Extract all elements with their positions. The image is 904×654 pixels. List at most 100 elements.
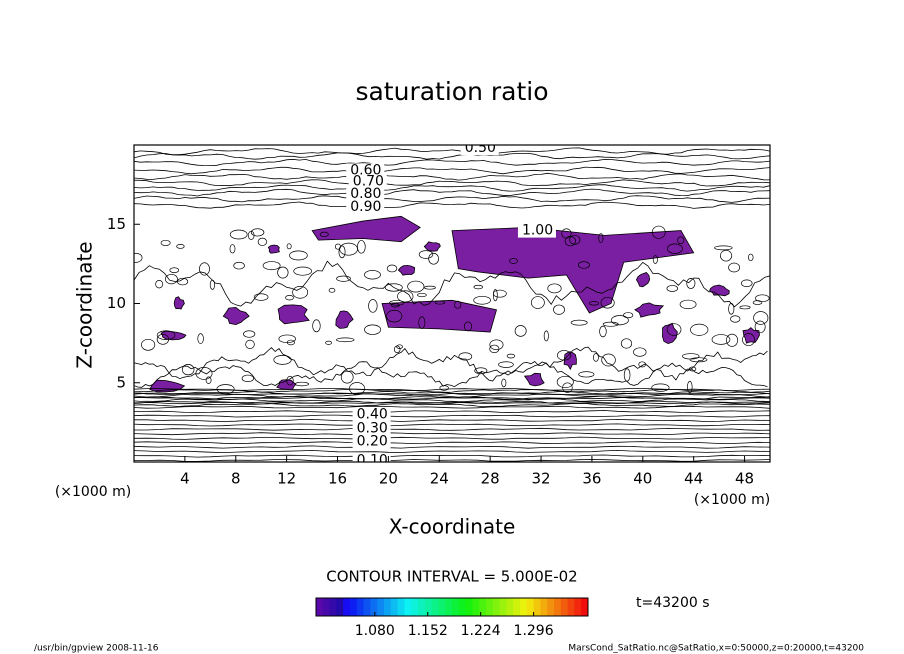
shaded-region [742, 327, 760, 344]
contour-line [312, 319, 321, 333]
contour-label: 0.90 [350, 199, 381, 215]
contour-line [677, 236, 685, 244]
colorbar-cell [533, 598, 541, 616]
footer-right: MarsCond_SatRatio.nc@SatRatio,x=0:50000,… [568, 644, 864, 654]
contour-line [165, 273, 178, 285]
contour-line [688, 366, 697, 372]
y-tick-label: 15 [107, 215, 126, 233]
contour-line [578, 371, 595, 378]
shaded-region [335, 310, 354, 329]
contour-line [755, 294, 770, 303]
contour-line [577, 261, 590, 269]
y-axis-unit: (×1000 m) [55, 484, 131, 500]
y-axis-label: Z-coordinate [73, 241, 97, 368]
contour-line [754, 320, 766, 334]
label-bg [352, 453, 391, 462]
colorbar-cell [560, 598, 569, 616]
shaded-region [173, 296, 185, 310]
colorbar-cell [452, 598, 460, 616]
colorbar-cell [472, 598, 480, 616]
contour-line [752, 300, 763, 305]
contour-line [134, 414, 770, 418]
contour-line [176, 244, 185, 249]
colorbar-cell [465, 598, 473, 616]
contour-line [633, 347, 647, 357]
contour-line [686, 277, 696, 289]
contour-line [134, 405, 770, 409]
contour-line [463, 321, 473, 332]
colorbar-cell [431, 598, 439, 616]
contour-line [195, 367, 213, 380]
label-bg [352, 421, 391, 436]
colorbar-cell [479, 598, 487, 616]
contour-line [739, 305, 751, 310]
contour-line [690, 323, 709, 336]
contour-line [509, 258, 518, 264]
contour-label: 0.30 [357, 421, 388, 437]
contour-line [241, 374, 255, 383]
contour-line [687, 380, 693, 394]
x-tick-label: 4 [180, 470, 190, 488]
contour-line [197, 333, 204, 344]
contour-line [286, 243, 292, 250]
contour-line [492, 289, 507, 298]
colorbar-cell [356, 598, 365, 616]
contour-label: 0.20 [357, 433, 388, 449]
colorbar-tick-label: 1.224 [461, 623, 501, 639]
contour-line [134, 402, 770, 408]
colorbar-cell [567, 598, 575, 616]
contour-line [753, 311, 769, 325]
colorbar-cell [384, 598, 392, 616]
contour-line [386, 264, 398, 273]
colorbar-cell [492, 598, 501, 616]
contour-line [623, 312, 634, 319]
contour-label: 0.60 [350, 162, 381, 178]
contour-line [610, 315, 629, 326]
contour-line [134, 393, 770, 398]
contour-line [134, 195, 770, 203]
colorbar-cell [404, 598, 412, 616]
shaded-region [311, 215, 421, 243]
contour-line [328, 287, 336, 293]
contour-line [407, 280, 425, 293]
colorbar-cell [520, 598, 528, 616]
contour-line [134, 260, 770, 308]
colorbar-cell [547, 598, 555, 616]
contour-line [156, 333, 170, 345]
colorbar-tick-label: 1.296 [514, 623, 554, 639]
contour-label: 0.80 [350, 186, 381, 202]
colorbar-cell [370, 598, 378, 616]
contour-line [602, 321, 619, 327]
x-tick-label: 48 [735, 470, 754, 488]
contour-line [216, 384, 235, 394]
x-tick-label: 16 [328, 470, 347, 488]
colorbar-cell [377, 598, 385, 616]
contour-line [473, 284, 484, 290]
contour-line [134, 427, 770, 431]
contour-line [134, 459, 770, 462]
contour-line [728, 303, 735, 315]
contour-line [253, 293, 269, 301]
time-label: t=43200 s [636, 595, 710, 611]
contour-line [570, 319, 588, 326]
label-bg [460, 145, 499, 156]
contour-line [134, 410, 770, 414]
colorbar-tick-label: 1.152 [408, 623, 448, 639]
contour-line [623, 368, 631, 382]
contour-line [134, 445, 770, 449]
contour-line [714, 245, 733, 251]
shaded-region [709, 284, 730, 297]
contour-label: 0.50 [465, 140, 496, 156]
colorbar-cell [499, 598, 507, 616]
contour-line [134, 172, 770, 181]
contour-line [285, 295, 294, 301]
contour-line [593, 353, 599, 362]
shaded-region [661, 322, 678, 345]
contour-line [561, 228, 572, 239]
colorbar-cell [445, 598, 453, 616]
contour-line [257, 237, 267, 246]
contour-line [334, 243, 341, 250]
contour-line [651, 383, 670, 392]
contour-line [294, 381, 310, 387]
footer-left: /usr/bin/gpview 2008-11-16 [34, 644, 159, 654]
